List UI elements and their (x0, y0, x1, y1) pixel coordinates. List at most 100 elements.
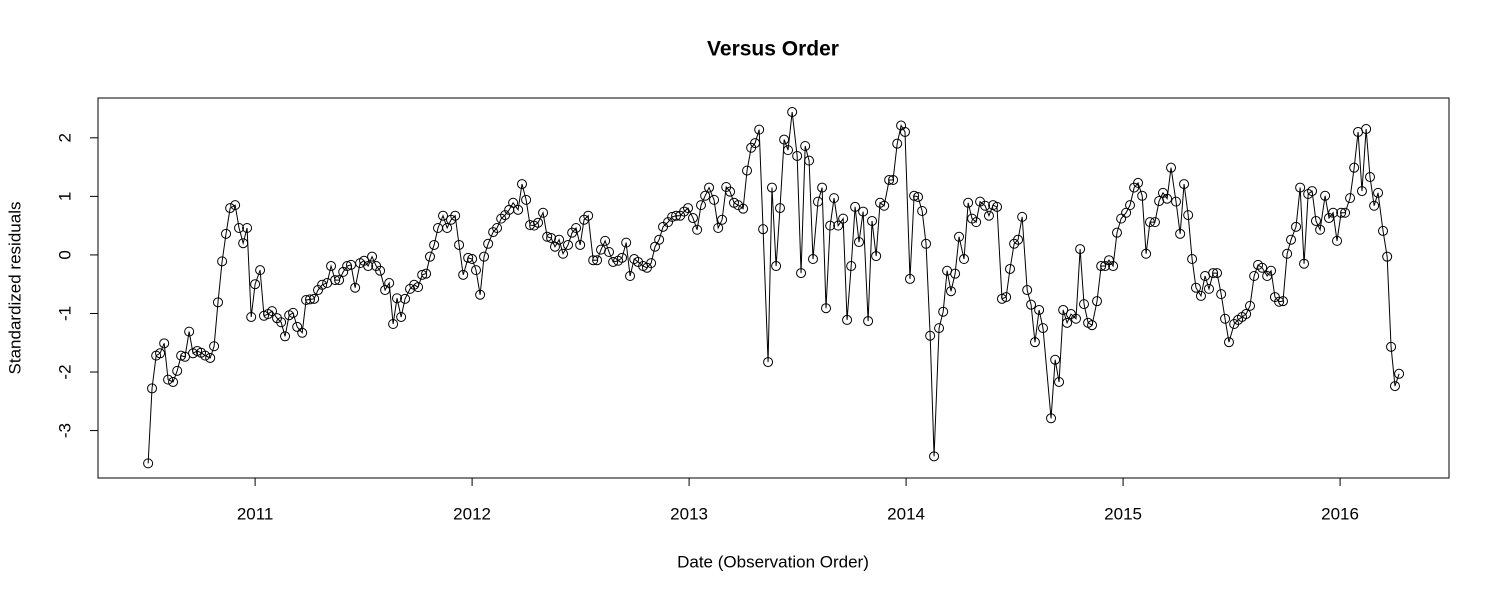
data-point (817, 182, 828, 193)
data-point (342, 261, 353, 272)
data-point (172, 365, 183, 376)
data-point (1034, 304, 1045, 315)
data-point (1112, 227, 1123, 238)
data-point (1087, 320, 1098, 331)
data-point (438, 210, 449, 221)
data-point (1361, 124, 1372, 135)
data-point (654, 234, 665, 245)
data-point (1054, 376, 1065, 387)
data-point (617, 252, 628, 263)
data-point (517, 179, 528, 190)
data-point (317, 279, 328, 290)
data-point (392, 293, 403, 304)
data-point (779, 134, 790, 145)
data-point (1274, 296, 1285, 307)
data-point (725, 186, 736, 197)
data-point (267, 306, 278, 317)
data-point (1257, 262, 1268, 273)
data-point (205, 352, 216, 363)
data-point (938, 306, 949, 317)
data-point (288, 307, 299, 318)
data-point (1378, 225, 1389, 236)
data-point (212, 297, 223, 308)
data-point (367, 251, 378, 262)
data-point (667, 211, 678, 222)
data-point (483, 238, 494, 249)
data-point (1382, 251, 1393, 262)
data-point (309, 293, 320, 304)
data-point (1017, 211, 1028, 222)
data-point (954, 231, 965, 242)
data-point (1332, 235, 1343, 246)
data-point (450, 210, 461, 221)
data-point (168, 376, 179, 387)
data-point (992, 201, 1003, 212)
data-point (700, 190, 711, 201)
data-point (521, 194, 532, 205)
data-point (829, 193, 840, 204)
data-point (301, 295, 312, 306)
data-point (608, 256, 619, 267)
data-point (225, 203, 236, 214)
data-point (209, 341, 220, 352)
data-point (147, 383, 158, 394)
data-point (909, 190, 920, 201)
data-point (1278, 296, 1289, 307)
y-tick-label: 2 (55, 133, 74, 142)
data-point (692, 224, 703, 235)
data-point (1029, 337, 1040, 348)
data-point (884, 174, 895, 185)
data-point (1022, 285, 1033, 296)
data-point (1204, 283, 1215, 294)
data-point (971, 217, 982, 228)
data-point (750, 138, 761, 149)
y-axis-label: Standardized residuals (5, 202, 24, 375)
data-point (1195, 290, 1206, 301)
data-point (758, 224, 769, 235)
data-point (1345, 193, 1356, 204)
data-point (1216, 289, 1227, 300)
data-point (1133, 177, 1144, 188)
data-point (159, 338, 170, 349)
data-point (946, 286, 957, 297)
data-point (297, 327, 308, 338)
data-point (280, 331, 291, 342)
y-tick-label: -3 (55, 423, 74, 438)
data-point (1249, 270, 1260, 281)
data-point (1187, 254, 1198, 265)
data-point (738, 203, 749, 214)
data-point (825, 220, 836, 231)
data-point (1050, 354, 1061, 365)
data-point (687, 213, 698, 224)
data-point (496, 213, 507, 224)
data-point (1149, 217, 1160, 228)
y-tick-label: -1 (55, 306, 74, 321)
data-point (604, 246, 615, 257)
data-point (471, 265, 482, 276)
data-point (1369, 200, 1380, 211)
data-point (442, 222, 453, 233)
x-tick-label: 2011 (237, 504, 274, 523)
data-point (458, 269, 469, 280)
data-point (838, 213, 849, 224)
data-point (276, 317, 287, 328)
data-point (771, 261, 782, 272)
data-point (934, 323, 945, 334)
data-point (1116, 213, 1127, 224)
data-point (1162, 193, 1173, 204)
data-point (1137, 190, 1148, 201)
data-point (1266, 265, 1277, 276)
data-point (1208, 268, 1219, 279)
data-point (588, 255, 599, 266)
data-point (807, 254, 818, 265)
data-point (1286, 234, 1297, 245)
data-point (1108, 261, 1119, 272)
data-point (326, 261, 337, 272)
data-point (1062, 317, 1073, 328)
data-point (1386, 341, 1397, 352)
data-point (1046, 413, 1057, 424)
data-point (888, 174, 899, 185)
data-point (475, 289, 486, 300)
data-point (363, 261, 374, 272)
